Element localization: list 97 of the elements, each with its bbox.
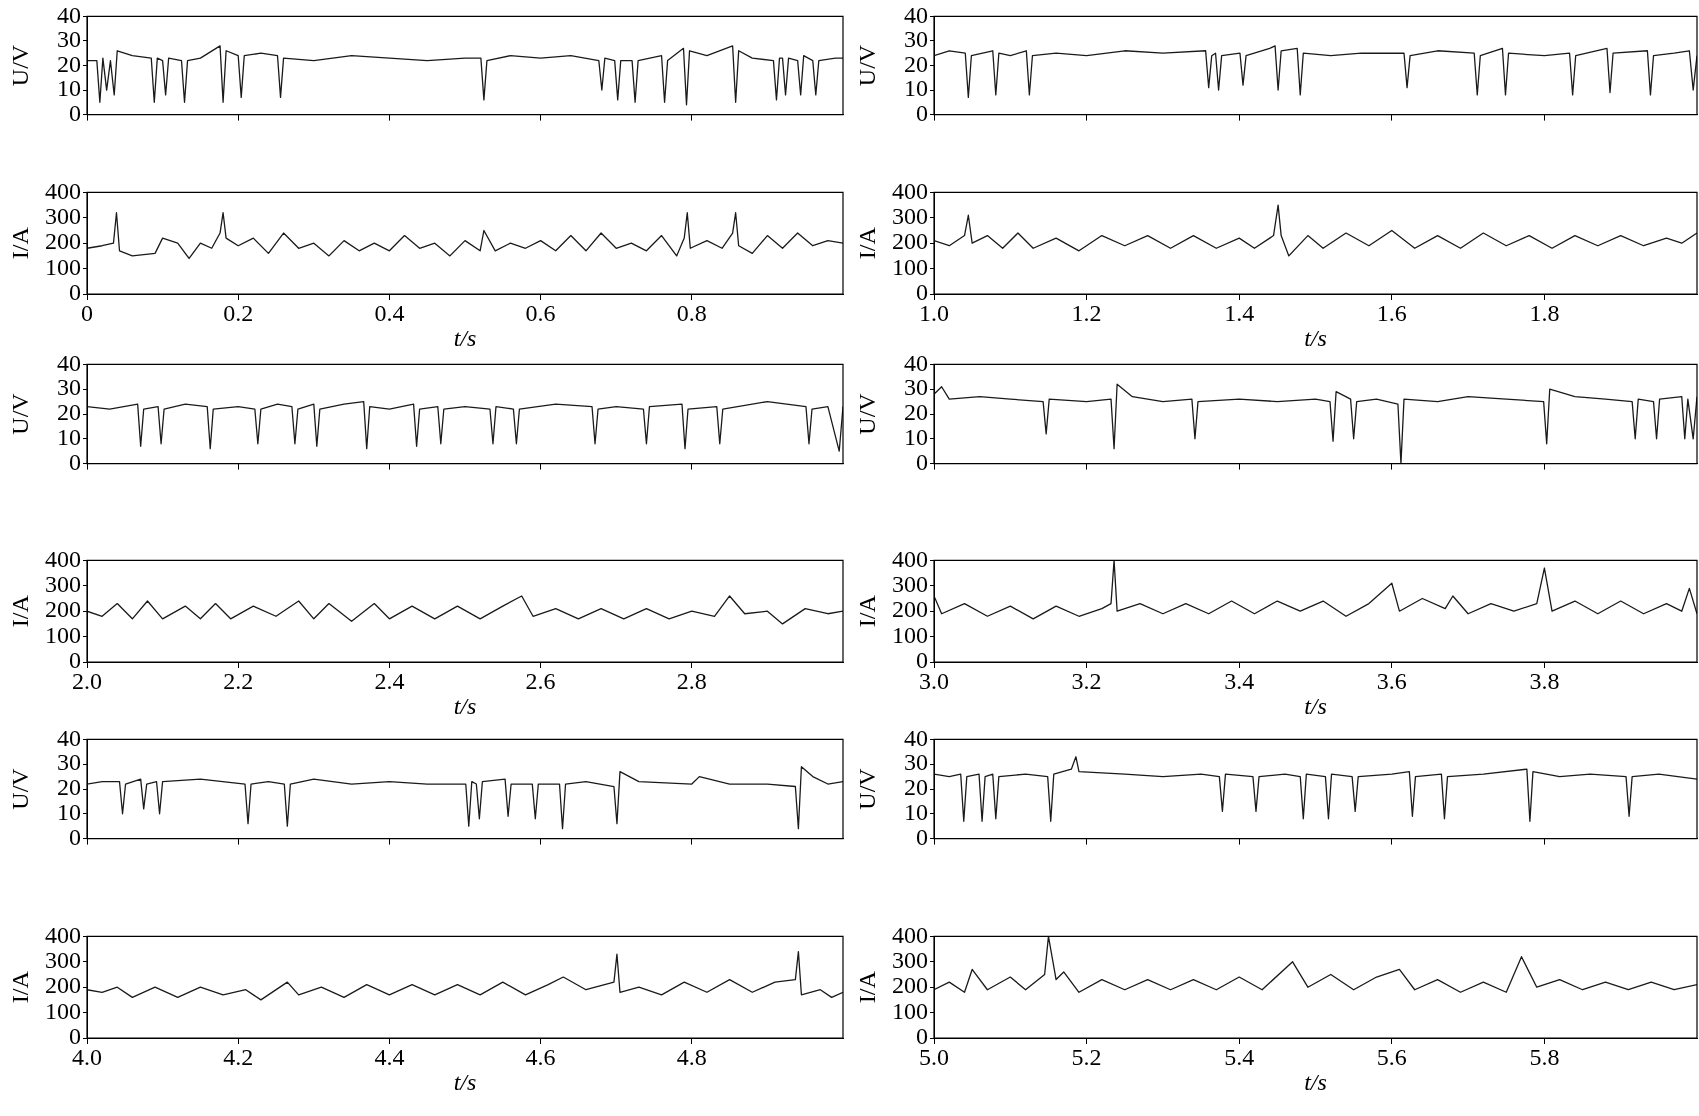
y-tick-label: 10 [904,799,928,826]
x-tick-label: 1.4 [1224,299,1255,326]
y-tick-label: 300 [892,571,928,598]
y-tick-label: 400 [45,545,81,572]
y-tick-label: 400 [45,921,81,948]
x-tick-label: 2.6 [525,667,556,694]
x-tick-label: 0.6 [525,299,556,326]
y-tick-label: 100 [45,253,81,280]
y-tick-label: 0 [916,448,928,475]
y-tick-label: 300 [45,947,81,974]
x-tick-label: 1.6 [1376,299,1407,326]
y-tick-label: 100 [45,997,81,1024]
y-tick-label: 40 [904,349,928,376]
y-tick-label: 100 [892,253,928,280]
x-tick-label: 0.8 [676,299,707,326]
y-tick-label: 30 [57,374,81,401]
y-tick-label: 0 [69,823,81,850]
x-tick-label: 5.4 [1224,1043,1255,1070]
y-tick-label: 100 [45,621,81,648]
x-axis-title: t/s [453,1068,477,1095]
x-axis-title: t/s [453,692,477,719]
y-axis-title: U/V [6,44,33,87]
x-tick-label: 5.6 [1376,1043,1407,1070]
y-tick-label: 300 [892,203,928,230]
y-tick-label: 200 [892,228,928,255]
x-tick-label: 2.4 [374,667,405,694]
y-tick-label: 200 [45,972,81,999]
x-tick-label: 4.6 [525,1043,556,1070]
x-tick-label: 3.6 [1376,667,1407,694]
y-tick-label: 0 [69,99,81,126]
x-tick-label: 5.2 [1071,1043,1102,1070]
y-tick-label: 40 [57,724,81,751]
y-tick-label: 0 [916,99,928,126]
y-tick-label: 20 [904,50,928,77]
y-axis-title: U/V [853,392,880,435]
x-tick-label: 2.2 [223,667,254,694]
y-tick-label: 40 [57,1,81,28]
y-tick-label: 10 [57,75,81,102]
y-tick-label: 400 [892,177,928,204]
x-tick-label: 2.8 [676,667,707,694]
y-tick-label: 0 [69,448,81,475]
y-axis-title: U/V [6,767,33,810]
y-tick-label: 40 [904,1,928,28]
y-tick-label: 10 [904,75,928,102]
y-tick-label: 10 [904,424,928,451]
y-tick-label: 200 [892,596,928,623]
y-axis-title: I/A [6,226,33,260]
y-tick-label: 0 [69,279,81,306]
y-tick-label: 40 [904,724,928,751]
y-tick-label: 200 [45,228,81,255]
y-tick-label: 30 [57,749,81,776]
y-tick-label: 30 [57,26,81,53]
x-tick-label: 1.2 [1071,299,1102,326]
y-tick-label: 30 [904,374,928,401]
y-tick-label: 20 [57,399,81,426]
x-tick-label: 3.8 [1529,667,1560,694]
x-axis-title: t/s [1304,1068,1327,1095]
x-tick-label: 3.4 [1224,667,1255,694]
x-tick-label: 4.4 [374,1043,405,1070]
y-tick-label: 20 [57,774,81,801]
y-axis-title: I/A [6,970,33,1004]
x-tick-label: 0.4 [374,299,405,326]
x-axis-title: t/s [453,324,477,351]
y-tick-label: 400 [892,545,928,572]
y-tick-label: 0 [916,823,928,850]
y-tick-label: 20 [904,774,928,801]
y-tick-label: 200 [45,596,81,623]
y-tick-label: 40 [57,349,81,376]
x-tick-label: 0.2 [223,299,254,326]
x-tick-label: 1.8 [1529,299,1560,326]
y-axis-title: U/V [6,392,33,435]
y-tick-label: 300 [45,203,81,230]
y-axis-title: I/A [6,594,33,628]
y-axis-title: I/A [853,594,880,628]
y-tick-label: 10 [57,799,81,826]
x-tick-label: 5.8 [1529,1043,1560,1070]
y-axis-title: U/V [853,44,880,87]
y-tick-label: 30 [904,26,928,53]
y-axis-title: U/V [853,767,880,810]
y-tick-label: 200 [892,972,928,999]
y-axis-title: I/A [853,226,880,260]
y-tick-label: 30 [904,749,928,776]
y-tick-label: 400 [892,921,928,948]
x-tick-label: 3.2 [1071,667,1102,694]
y-tick-label: 20 [57,50,81,77]
y-tick-label: 100 [892,997,928,1024]
y-tick-label: 100 [892,621,928,648]
y-tick-label: 400 [45,177,81,204]
y-tick-label: 10 [57,424,81,451]
y-tick-label: 300 [892,947,928,974]
x-tick-label: 4.8 [676,1043,707,1070]
x-axis-title: t/s [1304,324,1327,351]
y-axis-title: I/A [853,970,880,1004]
y-tick-label: 300 [45,571,81,598]
y-tick-label: 20 [904,399,928,426]
x-tick-label: 4.2 [223,1043,254,1070]
x-axis-title: t/s [1304,692,1327,719]
